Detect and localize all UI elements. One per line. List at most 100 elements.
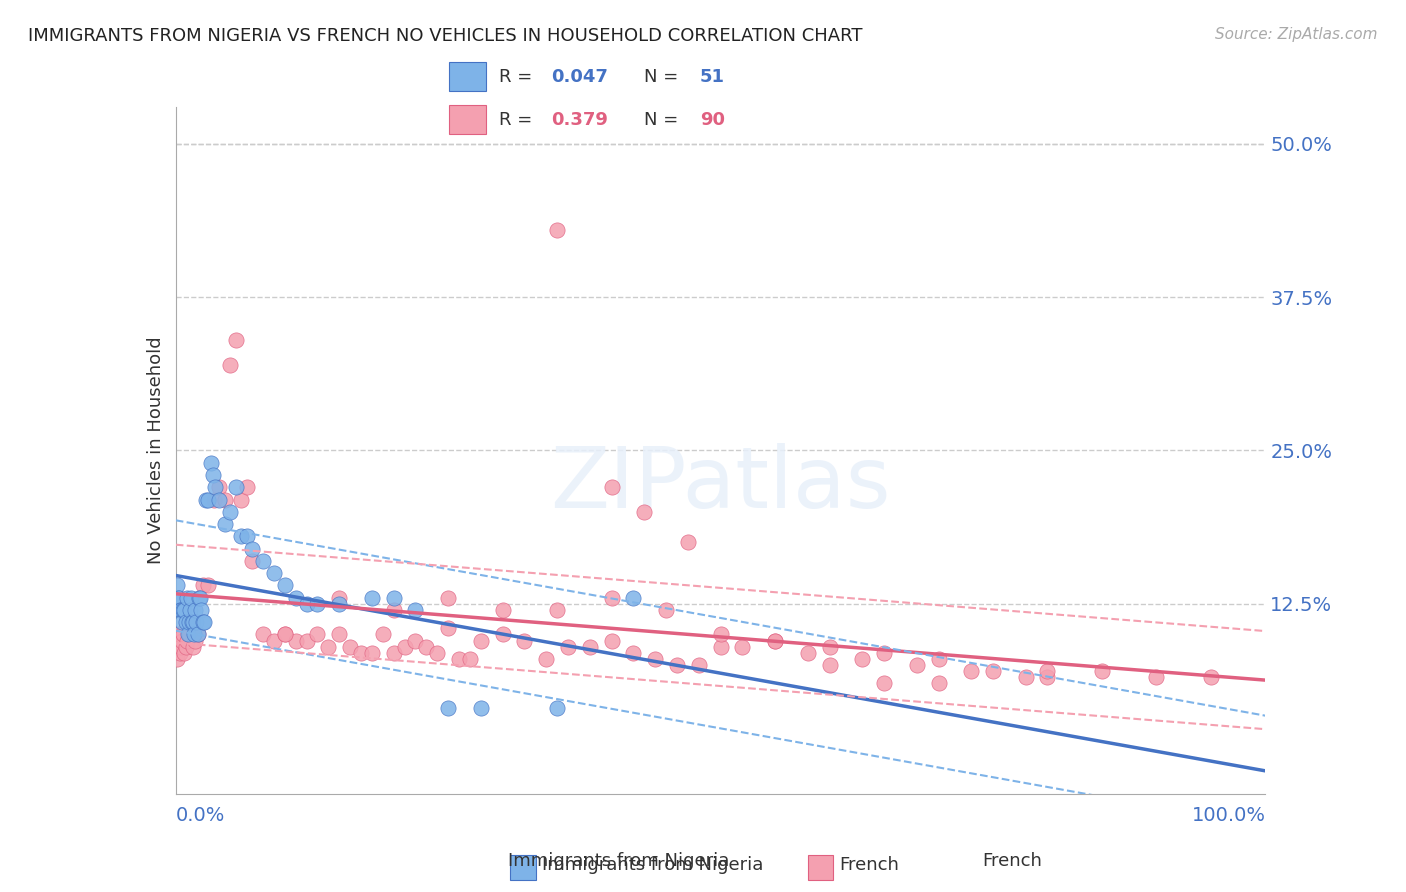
Point — [534, 652, 557, 666]
Point — [191, 615, 214, 630]
Point — [328, 627, 350, 641]
Point — [173, 603, 195, 617]
Point — [763, 633, 786, 648]
Point — [179, 603, 201, 617]
Point — [666, 658, 689, 673]
Point — [274, 578, 297, 592]
Point — [204, 480, 226, 494]
Bar — [510, 855, 536, 880]
Point — [240, 554, 263, 568]
Point — [492, 627, 515, 641]
Text: Immigrants from Nigeria: Immigrants from Nigeria — [508, 852, 730, 870]
Point — [240, 541, 263, 556]
Point — [1144, 670, 1167, 684]
Point — [382, 646, 405, 660]
Point — [350, 646, 373, 660]
Point — [546, 603, 568, 617]
Text: ZIPatlas: ZIPatlas — [550, 443, 891, 526]
Point — [191, 578, 214, 592]
Point — [186, 627, 209, 641]
Point — [184, 603, 207, 617]
Text: 100.0%: 100.0% — [1191, 806, 1265, 825]
Point — [195, 492, 218, 507]
Point — [1015, 670, 1038, 684]
Point — [360, 591, 382, 605]
Point — [274, 627, 297, 641]
Point — [187, 591, 209, 605]
Point — [644, 652, 666, 666]
Point — [202, 492, 225, 507]
Text: 51: 51 — [700, 68, 724, 86]
Point — [513, 633, 536, 648]
Point — [177, 627, 200, 641]
Point — [818, 658, 841, 673]
Point — [458, 652, 481, 666]
Point — [382, 591, 405, 605]
Point — [284, 633, 307, 648]
Point — [851, 652, 873, 666]
Point — [186, 615, 208, 630]
Point — [394, 640, 416, 654]
Point — [818, 640, 841, 654]
Point — [600, 633, 623, 648]
Point — [295, 633, 318, 648]
Point — [166, 652, 188, 666]
Point — [307, 627, 329, 641]
Text: 0.379: 0.379 — [551, 111, 607, 128]
Point — [1036, 664, 1059, 679]
Point — [263, 566, 285, 581]
Point — [235, 480, 257, 494]
Point — [200, 456, 222, 470]
Point — [579, 640, 602, 654]
Point — [274, 627, 297, 641]
Point — [960, 664, 983, 679]
Point — [470, 633, 492, 648]
Point — [169, 646, 191, 660]
Text: R =: R = — [499, 68, 537, 86]
Point — [382, 603, 405, 617]
Point — [621, 646, 644, 660]
Point — [688, 658, 710, 673]
Point — [176, 633, 198, 648]
Point — [169, 603, 191, 617]
Text: 0.047: 0.047 — [551, 68, 607, 86]
Point — [167, 591, 190, 605]
Point — [177, 615, 200, 630]
Point — [181, 615, 204, 630]
Point — [873, 646, 896, 660]
Point — [181, 640, 204, 654]
Point — [328, 591, 350, 605]
Text: 0.0%: 0.0% — [176, 806, 225, 825]
Point — [710, 627, 733, 641]
Point — [225, 480, 247, 494]
Text: 90: 90 — [700, 111, 724, 128]
Point — [252, 554, 274, 568]
Point — [339, 640, 361, 654]
Point — [177, 627, 200, 641]
Point — [437, 621, 460, 635]
Point — [208, 480, 231, 494]
Text: N =: N = — [644, 68, 683, 86]
Point — [214, 492, 236, 507]
Point — [172, 615, 194, 630]
Point — [167, 591, 190, 605]
Text: French: French — [839, 856, 900, 874]
Point — [318, 640, 340, 654]
Point — [235, 529, 257, 543]
Point — [633, 505, 655, 519]
Point — [710, 640, 733, 654]
Point — [905, 658, 928, 673]
Bar — [449, 105, 486, 134]
Point — [426, 646, 449, 660]
Point — [184, 633, 207, 648]
Point — [231, 492, 253, 507]
Point — [197, 492, 219, 507]
Point — [621, 591, 644, 605]
Point — [208, 492, 231, 507]
Point — [655, 603, 678, 617]
Point — [981, 664, 1004, 679]
Point — [183, 627, 205, 641]
Point — [676, 535, 699, 549]
Point — [307, 597, 329, 611]
Text: N =: N = — [644, 111, 683, 128]
